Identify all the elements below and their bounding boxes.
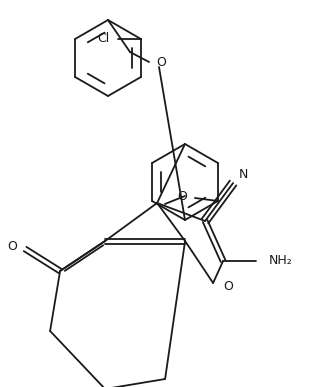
Text: N: N (239, 168, 248, 182)
Text: Cl: Cl (98, 33, 110, 46)
Text: NH₂: NH₂ (269, 255, 293, 267)
Text: O: O (7, 240, 17, 252)
Text: O: O (156, 57, 166, 70)
Text: O: O (177, 190, 187, 202)
Text: O: O (223, 281, 233, 293)
